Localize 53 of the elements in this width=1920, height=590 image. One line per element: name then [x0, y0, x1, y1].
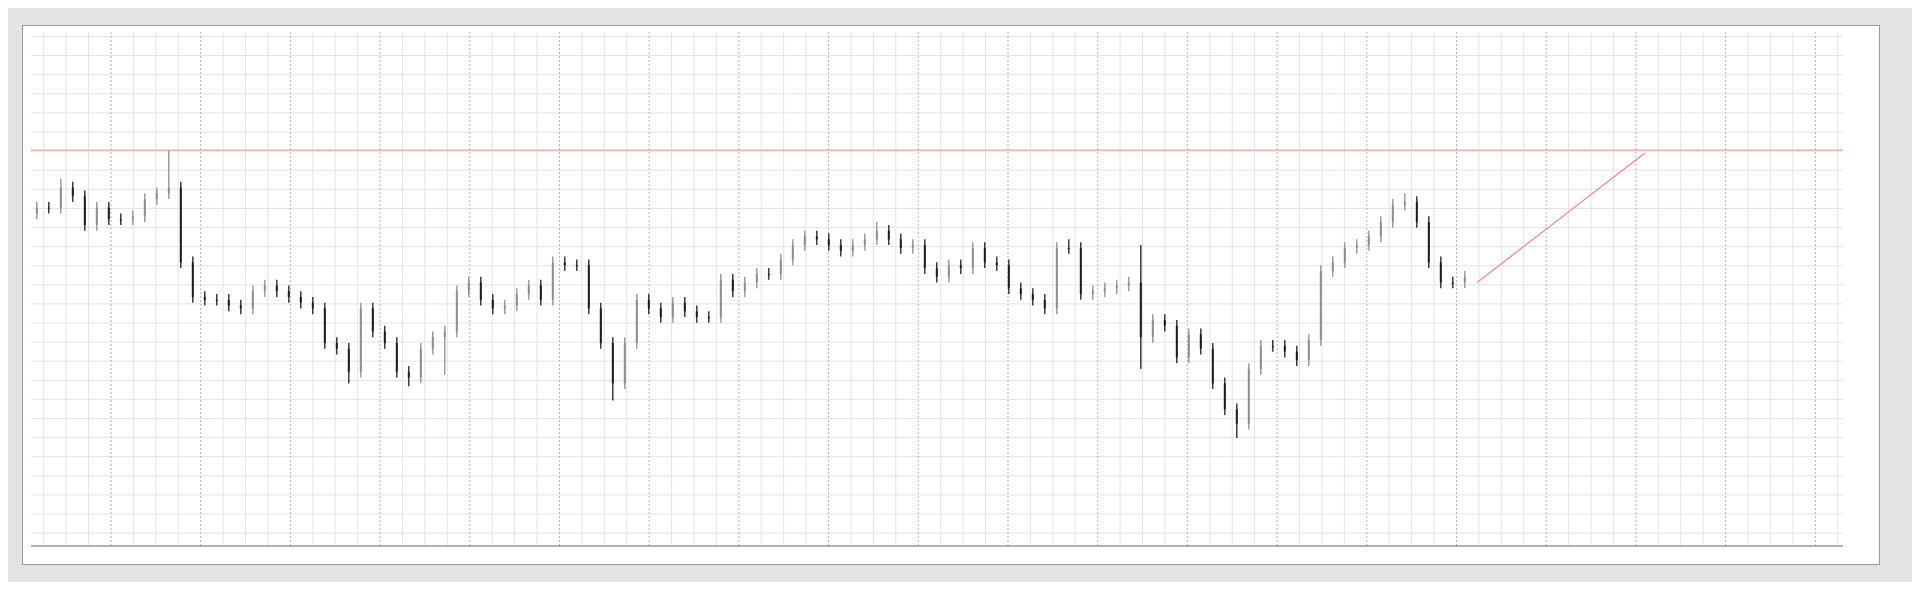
candlestick	[1307, 333, 1310, 367]
candlestick	[659, 302, 662, 324]
candlestick	[407, 365, 410, 387]
candlestick	[1295, 345, 1298, 367]
candlestick	[491, 293, 494, 315]
candlestick	[935, 261, 938, 284]
candlestick	[59, 178, 62, 215]
candlestick	[71, 181, 74, 203]
candlestick	[671, 296, 674, 324]
candlestick	[1007, 258, 1010, 295]
candlestick	[467, 276, 470, 298]
candlestick	[887, 224, 890, 246]
candlestick	[431, 330, 434, 356]
candlestick	[479, 276, 482, 307]
candlestick	[527, 278, 530, 301]
candlestick	[1235, 402, 1238, 439]
candlestick	[779, 253, 782, 281]
candlestick	[443, 325, 446, 376]
candlestick	[107, 201, 110, 226]
candlestick	[743, 276, 746, 298]
candlestick	[683, 296, 686, 318]
candlestick	[539, 278, 542, 307]
candlestick	[947, 258, 950, 284]
candlestick	[1199, 327, 1202, 356]
candlestick	[383, 325, 386, 350]
candlestick	[95, 201, 98, 232]
candlestick	[371, 302, 374, 338]
candlestick	[971, 241, 974, 275]
candlestick	[143, 192, 146, 223]
candlestick	[875, 221, 878, 246]
candlestick	[983, 241, 986, 269]
candlestick	[923, 238, 926, 275]
candlestick	[1379, 215, 1382, 243]
candlestick	[1259, 339, 1262, 376]
candlestick	[1331, 255, 1334, 278]
candlestick	[251, 284, 254, 315]
candlestick	[1343, 241, 1346, 269]
candlestick	[167, 149, 170, 200]
candlestick	[647, 293, 650, 315]
candlestick	[755, 267, 758, 289]
candlestick	[899, 232, 902, 255]
candlestick	[347, 342, 350, 384]
candlestick	[731, 273, 734, 298]
candlestick	[1187, 327, 1190, 364]
candlestick	[515, 287, 518, 312]
candlestick	[791, 238, 794, 266]
candlestick	[1439, 255, 1442, 289]
candlestick	[1043, 293, 1046, 315]
candlestick	[1391, 198, 1394, 229]
candlestick	[1415, 195, 1418, 229]
candlestick	[1151, 313, 1154, 344]
candlestick	[1367, 230, 1370, 252]
candlestick	[803, 230, 806, 252]
